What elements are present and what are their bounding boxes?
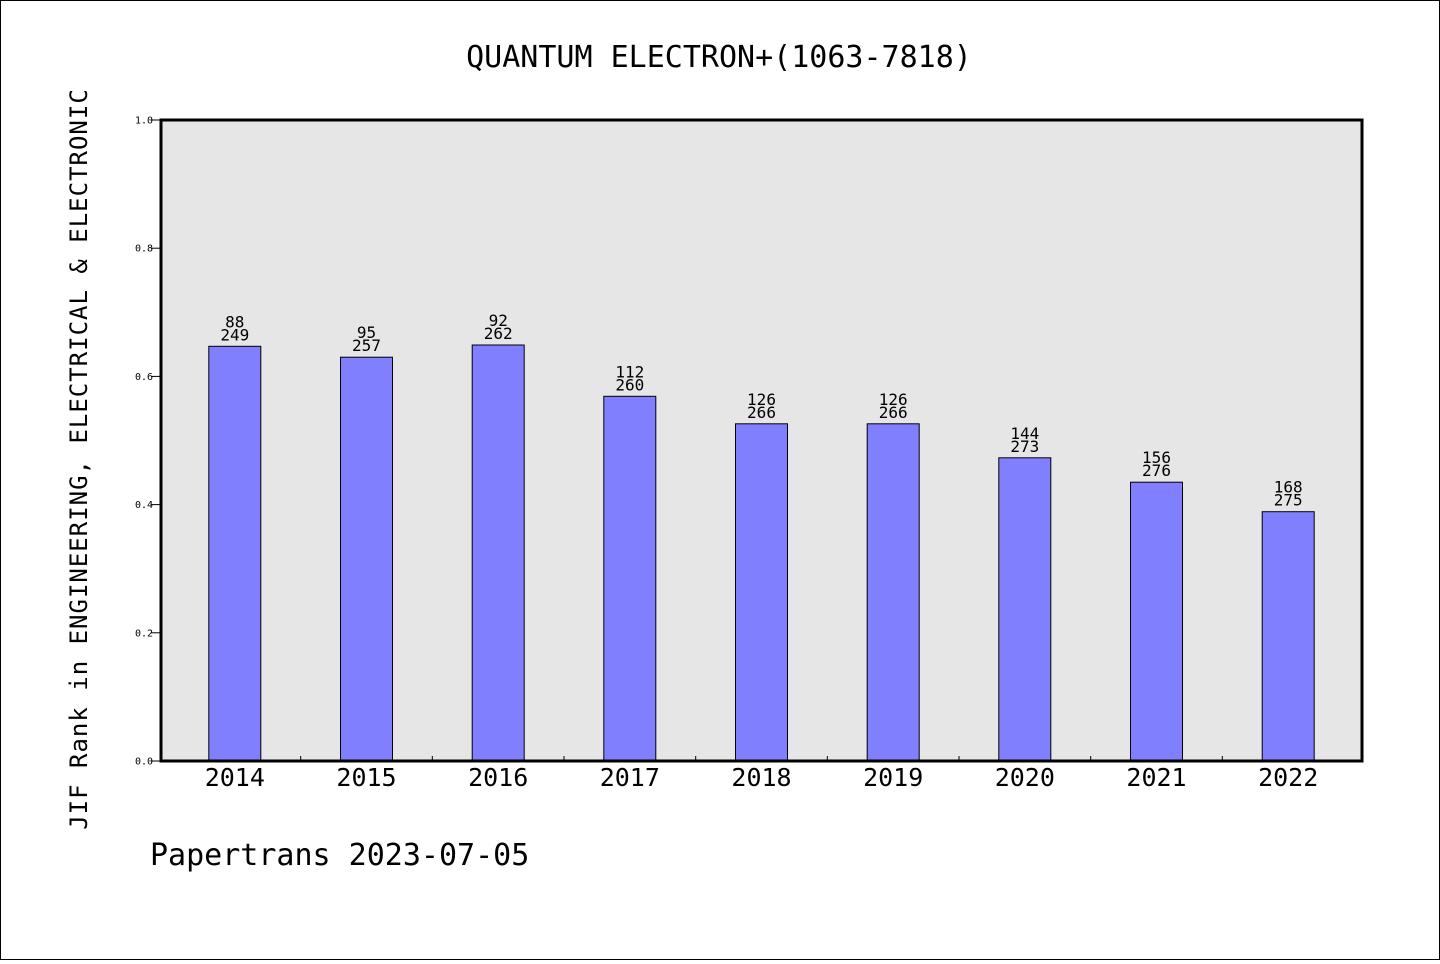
- y-tick-label: 0.6: [135, 372, 153, 383]
- bar-2015: [340, 356, 393, 762]
- y-axis-label: JIF Rank in ENGINEERING, ELECTRICAL & EL…: [65, 88, 93, 830]
- bar-2018: [735, 423, 788, 762]
- bar-2017: [603, 395, 657, 762]
- y-tick-label: 0.8: [135, 244, 153, 255]
- bar-rank-label: 156: [1142, 448, 1171, 467]
- x-tick-label: 2017: [600, 763, 660, 792]
- bar-total-label: 257: [352, 336, 381, 355]
- x-tick-label: 2020: [995, 763, 1055, 792]
- bar-rank-label: 112: [615, 362, 644, 381]
- bar-rank-label: 126: [879, 390, 908, 409]
- bar-total-label: 276: [1142, 461, 1171, 480]
- footer-credit: Papertrans 2023-07-05: [150, 838, 529, 873]
- x-tick-label: 2022: [1258, 763, 1318, 792]
- x-ticks-group: 2014 2015 2016 2017 2018 2019 2020 2021 2022: [205, 756, 1318, 792]
- y-tick-label: 1.0: [135, 116, 153, 127]
- bar-rank-label: 144: [1010, 424, 1039, 443]
- bar-total-label: 249: [220, 325, 249, 344]
- bar-total-label: 266: [747, 403, 776, 422]
- y-tick-label: 0.2: [135, 628, 153, 639]
- bar-2014: [208, 345, 262, 762]
- bar-total-label: 260: [615, 375, 644, 394]
- bar-2022: [1261, 511, 1315, 762]
- bar-rank-label: 92: [489, 311, 508, 330]
- x-tick-label: 2014: [205, 763, 265, 792]
- y-ticks-group: 0.0 0.2 0.4 0.6 0.8 1.0: [135, 116, 161, 768]
- bar-rank-label: 95: [357, 323, 376, 342]
- bar-total-label: 266: [879, 403, 908, 422]
- bar-total-label: 262: [484, 324, 513, 343]
- plot-border: [159, 118, 1364, 763]
- x-tick-label: 2019: [863, 763, 923, 792]
- y-tick-label: 0.4: [135, 500, 153, 511]
- bar-total-label: 273: [1010, 437, 1039, 456]
- bar-2020: [998, 457, 1052, 762]
- bar-total-label: 275: [1274, 491, 1303, 510]
- x-tick-label: 2016: [468, 763, 528, 792]
- bar-2019: [866, 423, 920, 762]
- x-tick-label: 2018: [731, 763, 791, 792]
- chart-title: QUANTUM ELECTRON+(1063-7818): [466, 40, 972, 75]
- bar-rank-label: 88: [225, 312, 244, 331]
- bar-rank-label: 168: [1274, 478, 1303, 497]
- y-tick-label: 0.0: [135, 757, 153, 768]
- x-tick-label: 2015: [336, 763, 396, 792]
- bar-rank-label: 126: [747, 390, 776, 409]
- bar-2021: [1130, 481, 1183, 762]
- x-tick-label: 2021: [1126, 763, 1186, 792]
- bar-2016: [471, 344, 525, 762]
